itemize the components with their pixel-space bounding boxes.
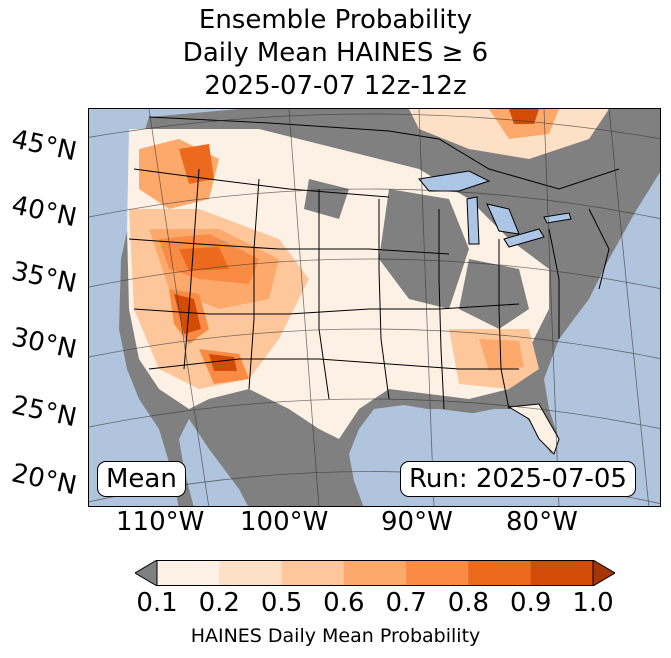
colorbar-segment	[343, 560, 407, 586]
colorbar-segment	[157, 560, 220, 586]
colorbar-tick-label: 0.2	[198, 588, 240, 618]
colorbar-over-arrow	[592, 560, 615, 586]
colorbar-under-arrow	[135, 560, 158, 586]
probability-map	[88, 108, 661, 507]
colorbar-tick-label: 0.6	[323, 588, 365, 618]
great-lakes	[418, 170, 491, 192]
colorbar-segment	[468, 560, 532, 586]
colorbar	[135, 560, 615, 586]
state-borders	[128, 116, 620, 410]
mean-box: Mean	[97, 461, 186, 497]
title-line-2: Daily Mean HAINES ≥ 6	[182, 38, 489, 68]
colorbar-segment	[219, 560, 283, 586]
colorbar-segment	[406, 560, 469, 586]
lon-label-110: 110°W	[116, 507, 205, 537]
colorbar-tick-label: 1.0	[572, 588, 614, 618]
colorbar-tick-label: 0.9	[510, 588, 552, 618]
figure-title: Ensemble Probability Daily Mean HAINES ≥…	[0, 4, 671, 103]
lat-label-35: 35°N	[8, 256, 80, 300]
colorbar-tick-label: 0.8	[447, 588, 490, 618]
colorbar-tick-label: 0.1	[136, 588, 178, 618]
lat-label-45: 45°N	[8, 124, 80, 168]
lon-label-100: 100°W	[240, 507, 329, 537]
lat-label-40: 40°N	[8, 190, 80, 234]
lon-label-90: 90°W	[381, 507, 453, 537]
run-date-box: Run: 2025-07-05	[400, 461, 636, 497]
colorbar-segment	[281, 560, 345, 586]
title-line-1: Ensemble Probability	[198, 5, 473, 35]
colorbar-tick-label: 0.5	[260, 588, 303, 618]
lat-label-25: 25°N	[8, 390, 80, 434]
colorbar-segment	[530, 560, 594, 586]
graticule	[89, 109, 660, 506]
title-line-3: 2025-07-07 12z-12z	[204, 71, 467, 101]
colorbar-label: HAINES Daily Mean Probability	[190, 625, 481, 647]
colorbar-tick-label: 0.7	[385, 588, 427, 618]
lat-label-20: 20°N	[8, 458, 80, 502]
florida	[507, 403, 560, 455]
lon-label-80: 80°W	[506, 507, 578, 537]
lat-label-30: 30°N	[8, 322, 80, 366]
